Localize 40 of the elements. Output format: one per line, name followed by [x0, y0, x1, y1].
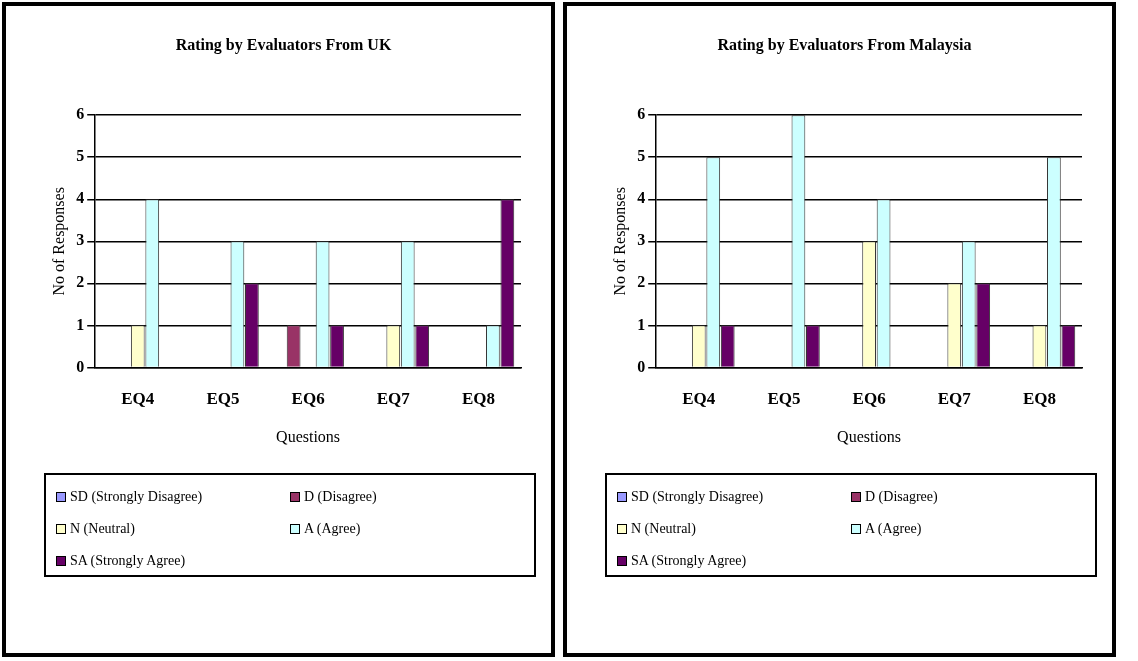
x-tick-label: EQ7 — [376, 388, 411, 408]
legend-label: A (Agree) — [304, 521, 361, 537]
x-tick-label: EQ5 — [206, 388, 240, 408]
x-tick-label: EQ5 — [767, 388, 801, 408]
y-tick-label: 6 — [76, 105, 85, 123]
legend-label: N (Neutral) — [631, 521, 696, 537]
x-tick-label: EQ6 — [291, 388, 325, 408]
y-tick-label: 2 — [76, 273, 85, 291]
legend-label: D (Disagree) — [304, 489, 377, 505]
legend-label: N (Neutral) — [70, 521, 135, 537]
x-tick-label: EQ7 — [937, 388, 972, 408]
legend-label: A (Agree) — [865, 521, 922, 537]
x-tick-label: EQ8 — [461, 388, 495, 408]
x-tick-label: EQ4 — [682, 388, 716, 408]
chart-title: Rating by Evaluators From UK — [175, 35, 392, 54]
y-tick-label: 3 — [76, 231, 85, 249]
chart-title: Rating by Evaluators From Malaysia — [717, 35, 972, 54]
y-tick-label: 2 — [637, 273, 646, 291]
legend-label: SA (Strongly Agree) — [631, 553, 747, 569]
y-tick-label: 4 — [637, 189, 646, 207]
x-axis-title: Questions — [837, 427, 902, 445]
x-tick-label: EQ4 — [121, 388, 155, 408]
y-tick-label: 5 — [76, 147, 85, 165]
legend-label: SA (Strongly Agree) — [70, 553, 186, 569]
x-axis-title: Questions — [276, 427, 341, 445]
y-tick-label: 1 — [637, 315, 646, 333]
y-tick-label: 6 — [637, 105, 646, 123]
y-tick-label: 0 — [637, 357, 646, 375]
y-tick-label: 3 — [637, 231, 646, 249]
y-tick-label: 1 — [76, 315, 85, 333]
y-axis-title: No of Responses — [610, 187, 629, 296]
legend-label: SD (Strongly Disagree) — [70, 489, 203, 505]
y-tick-label: 0 — [76, 357, 85, 375]
y-tick-label: 5 — [637, 147, 646, 165]
y-axis-title: No of Responses — [49, 187, 68, 296]
legend-label: SD (Strongly Disagree) — [631, 489, 764, 505]
y-tick-label: 4 — [76, 189, 85, 207]
x-tick-label: EQ6 — [852, 388, 886, 408]
x-tick-label: EQ8 — [1022, 388, 1056, 408]
legend-label: D (Disagree) — [865, 489, 938, 505]
